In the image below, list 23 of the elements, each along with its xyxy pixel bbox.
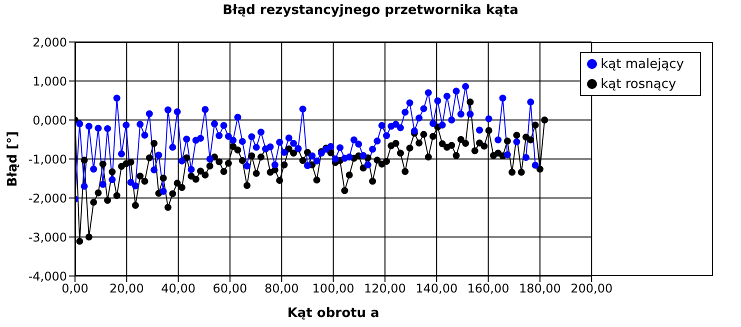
x-tick-label: 40,00 xyxy=(161,282,196,296)
legend-label: kąt rosnący xyxy=(600,77,676,92)
x-tick-label: 180,00 xyxy=(518,282,561,296)
legend-label: kąt malejący xyxy=(600,57,684,72)
x-tick-label: 120,00 xyxy=(364,282,406,296)
y-tick-label: 2,000 xyxy=(32,35,67,50)
x-tick-label: 80,00 xyxy=(264,282,299,296)
y-tick-label: -1,000 xyxy=(28,152,67,166)
x-tick-label: 60,00 xyxy=(212,282,248,296)
x-tick-label: 100,00 xyxy=(312,282,354,296)
x-tick-label: 160,00 xyxy=(467,282,510,296)
x-axis-title: Kąt obrotu a xyxy=(287,306,380,321)
y-tick-label: -4,000 xyxy=(28,269,67,284)
y-tick-label: 0,000 xyxy=(32,113,67,128)
y-axis-title: Błąd [°] xyxy=(6,131,21,187)
x-tick-label: 140,00 xyxy=(416,282,458,296)
y-tick-label: -3,000 xyxy=(28,230,67,244)
x-tick-label: 20,00 xyxy=(109,282,144,296)
chart-title: Błąd rezystancyjnego przetwornika kąta xyxy=(222,3,520,18)
x-tick-label: 200,00 xyxy=(570,282,613,296)
x-tick-label: 0,00 xyxy=(62,282,88,296)
y-tick-label: 1,000 xyxy=(32,74,67,88)
y-tick-label: -2,000 xyxy=(28,191,67,206)
